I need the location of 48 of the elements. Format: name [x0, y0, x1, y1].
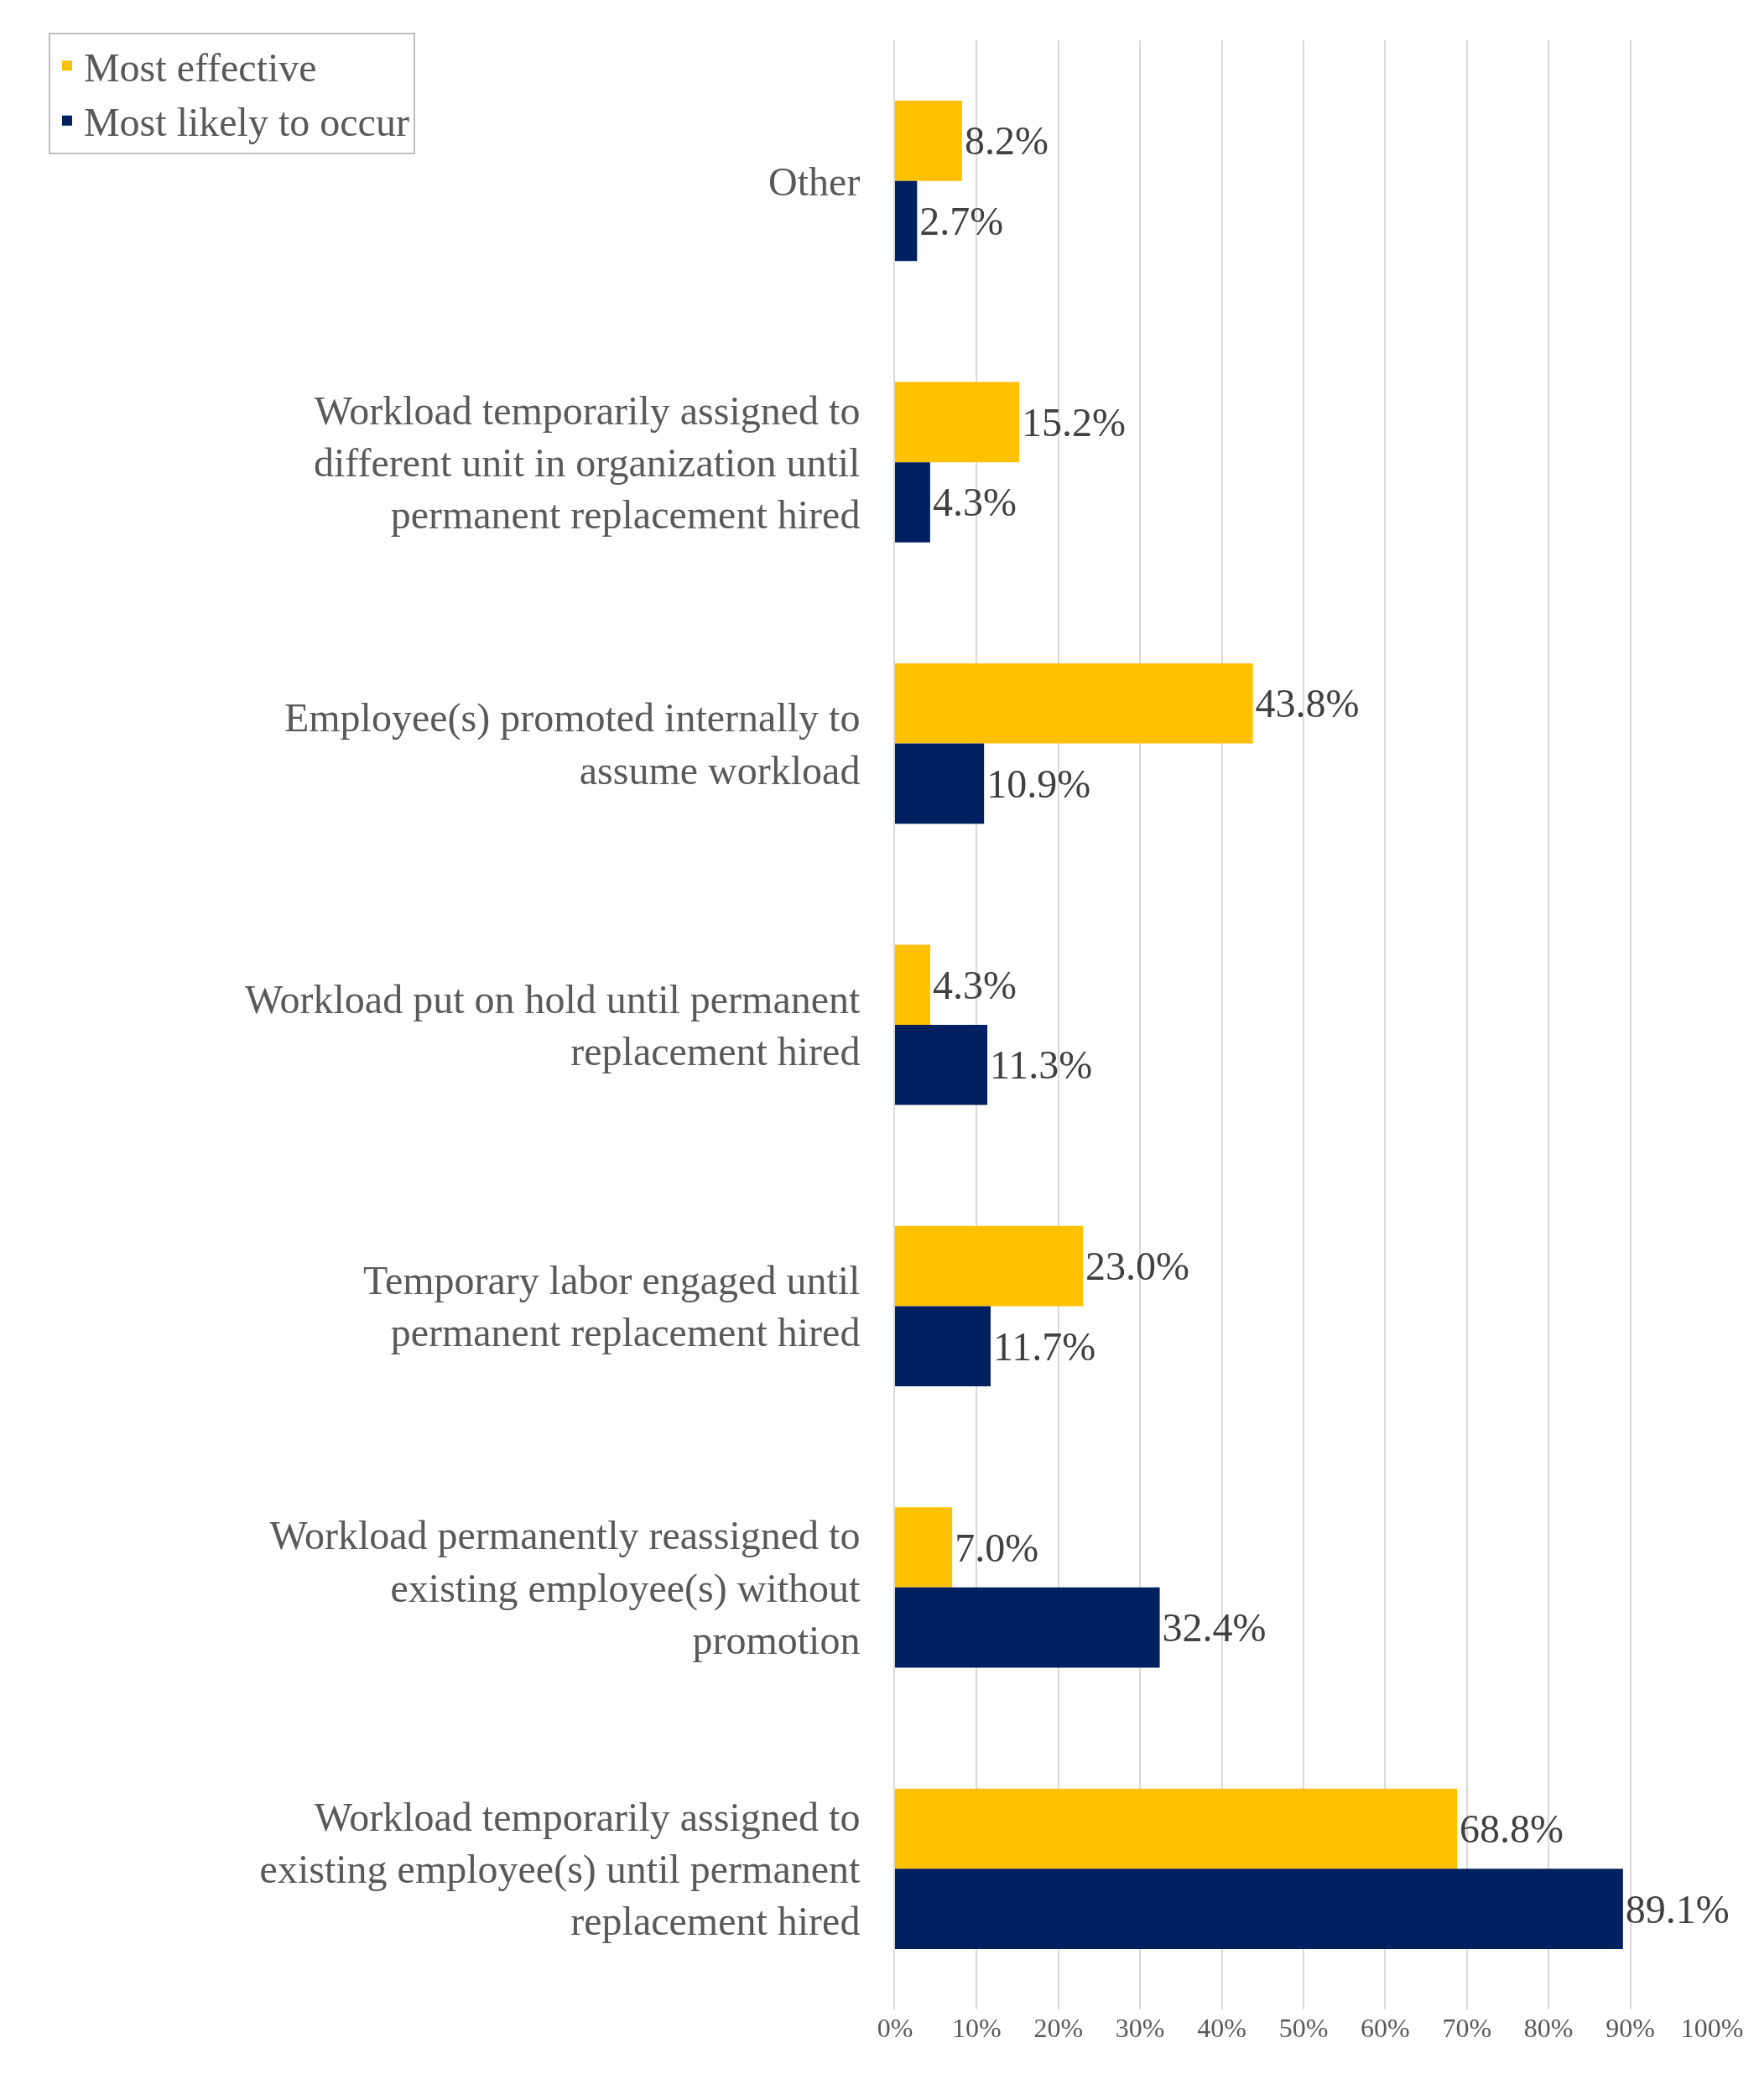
x-tick-label: 20% — [1033, 2013, 1084, 2043]
data-label: 32.4% — [1162, 1605, 1267, 1650]
bar — [895, 1306, 991, 1387]
x-tick-label: 60% — [1361, 2013, 1410, 2043]
x-tick-label: 10% — [952, 2013, 1002, 2043]
bar — [895, 1788, 1458, 1869]
x-tick-label: 70% — [1442, 2013, 1492, 2043]
y-tick-label: Workload temporarily assigned to different unit in organization until permanent replacement hired — [313, 387, 861, 538]
data-label: 68.8% — [1460, 1806, 1564, 1851]
x-tick-label: 0% — [877, 2013, 913, 2043]
bar — [895, 1507, 953, 1588]
y-tick-label: Employee(s) promoted internally to assume workload — [284, 695, 861, 793]
bar — [895, 1225, 1084, 1307]
bar — [895, 663, 1253, 744]
bar — [895, 180, 918, 262]
x-tick-label: 40% — [1197, 2013, 1246, 2043]
data-label: 43.8% — [1255, 681, 1360, 726]
x-tick-label: 100% — [1680, 2013, 1744, 2043]
x-tick-label: 50% — [1278, 2013, 1329, 2043]
x-tick-label: 80% — [1523, 2013, 1574, 2043]
data-label: 11.3% — [990, 1042, 1093, 1088]
data-label: 2.7% — [919, 199, 1004, 244]
data-label: 10.9% — [986, 761, 1091, 806]
bar — [895, 462, 930, 543]
x-tick-label: 30% — [1115, 2013, 1165, 2043]
y-tick-label: Workload put on hold until permanent replacement hired — [245, 976, 861, 1073]
bar — [895, 101, 962, 181]
data-label: 89.1% — [1625, 1886, 1730, 1931]
bar — [895, 1869, 1623, 1949]
data-label: 11.7% — [992, 1323, 1096, 1369]
bar — [895, 944, 930, 1025]
legend-label: Most effective — [83, 45, 317, 91]
y-tick-label: Workload permanently reassigned to existing employee(s) without promotion — [269, 1513, 861, 1663]
x-tick-label: 90% — [1605, 2013, 1655, 2043]
bar — [895, 1025, 988, 1105]
data-label: 4.3% — [932, 962, 1017, 1007]
bar — [895, 743, 985, 824]
y-tick-label: Workload temporarily assigned to existing employee(s) until permanent replacement hired — [259, 1794, 861, 1944]
data-label: 15.2% — [1022, 399, 1127, 444]
data-label: 23.0% — [1085, 1244, 1189, 1289]
data-label: 7.0% — [955, 1525, 1039, 1570]
y-tick-label: Temporary labor engaged until permanent replacement hired — [362, 1258, 861, 1355]
y-tick-label: Other — [768, 159, 861, 204]
data-label: 4.3% — [932, 480, 1017, 525]
data-label: 8.2% — [964, 118, 1049, 164]
legend-label: Most likely to occur — [83, 100, 409, 145]
bar — [895, 382, 1020, 463]
bar — [895, 1587, 1160, 1668]
